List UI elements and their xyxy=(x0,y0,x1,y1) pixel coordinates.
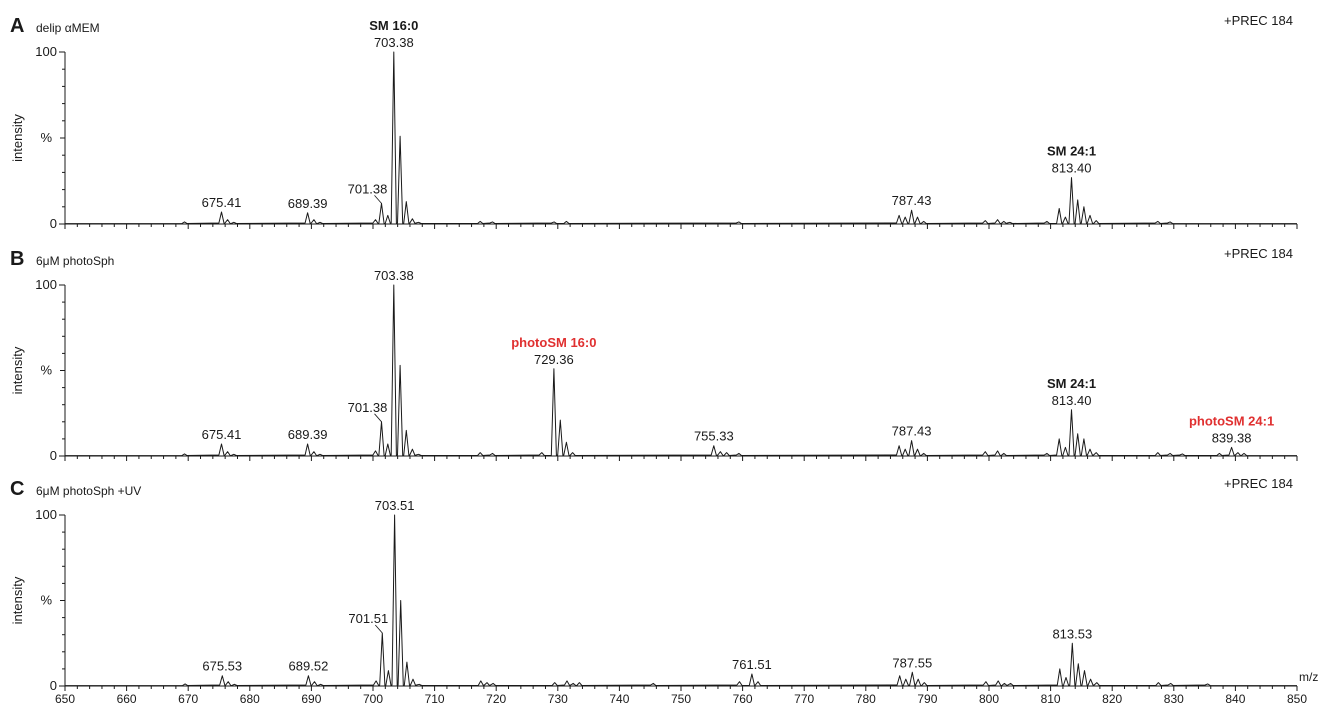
peak-value-label: 701.51 xyxy=(348,611,388,626)
peak-value-label: 689.39 xyxy=(288,427,328,442)
x-tick-label: 840 xyxy=(1225,692,1245,706)
y-tick-label: 100 xyxy=(35,277,57,292)
x-tick-label: 780 xyxy=(856,692,876,706)
x-tick-label: 850 xyxy=(1287,692,1307,706)
x-tick-label: 760 xyxy=(733,692,753,706)
panel-letter: A xyxy=(10,15,24,37)
peak-value-label: 813.53 xyxy=(1052,626,1092,641)
sample-label: 6μM photoSph xyxy=(36,254,114,268)
peak-value-label: 761.51 xyxy=(732,657,772,672)
peak-value-label: 813.40 xyxy=(1052,161,1092,176)
peak-value-label: 675.53 xyxy=(202,659,242,674)
peak-value-label: 787.43 xyxy=(892,424,932,439)
x-tick-label: 790 xyxy=(917,692,937,706)
peak-value-label: 703.38 xyxy=(374,35,414,50)
x-axis-label: m/z xyxy=(1299,670,1318,684)
x-tick-label: 820 xyxy=(1102,692,1122,706)
peak-value-label: 689.52 xyxy=(289,659,329,674)
peak-value-label: 787.55 xyxy=(892,655,932,670)
x-tick-label: 720 xyxy=(486,692,506,706)
peak-leader-line xyxy=(374,195,382,204)
panel-letter: B xyxy=(10,248,24,270)
y-axis-label: intensity xyxy=(10,114,25,162)
x-tick-label: 730 xyxy=(548,692,568,706)
peak-species-label: SM 24:1 xyxy=(1047,376,1096,391)
y-tick-label: 100 xyxy=(35,507,57,522)
peak-value-label: 701.38 xyxy=(348,181,388,196)
y-tick-label: % xyxy=(40,130,52,145)
peak-value-label: 675.41 xyxy=(202,195,242,210)
y-axis-label: intensity xyxy=(10,576,25,624)
x-tick-label: 800 xyxy=(979,692,999,706)
x-tick-label: 680 xyxy=(240,692,260,706)
scan-label: +PREC 184 xyxy=(1224,246,1293,261)
x-tick-label: 650 xyxy=(55,692,75,706)
x-tick-label: 660 xyxy=(117,692,137,706)
sample-label: 6μM photoSph +UV xyxy=(36,484,141,498)
peak-value-label: 787.43 xyxy=(892,193,932,208)
x-tick-label: 670 xyxy=(178,692,198,706)
peak-species-label: photoSM 24:1 xyxy=(1189,413,1274,428)
y-tick-label: 0 xyxy=(50,448,57,463)
x-tick-label: 770 xyxy=(794,692,814,706)
y-tick-label: 0 xyxy=(50,678,57,693)
peak-value-label: 675.41 xyxy=(202,427,242,442)
peak-value-label: 703.51 xyxy=(375,498,415,513)
peak-value-label: 729.36 xyxy=(534,352,574,367)
sample-label: delip αMEM xyxy=(36,21,100,35)
x-tick-label: 830 xyxy=(1164,692,1184,706)
peak-value-label: 813.40 xyxy=(1052,393,1092,408)
peak-leader-line xyxy=(375,624,383,634)
peak-species-label: SM 24:1 xyxy=(1047,144,1096,159)
x-tick-label: 710 xyxy=(425,692,445,706)
y-axis-label: intensity xyxy=(10,346,25,394)
peak-value-label: 839.38 xyxy=(1212,430,1252,445)
x-tick-label: 740 xyxy=(609,692,629,706)
x-tick-label: 750 xyxy=(671,692,691,706)
scan-label: +PREC 184 xyxy=(1224,13,1293,28)
spectrum-trace xyxy=(64,284,1298,457)
scan-label: +PREC 184 xyxy=(1224,476,1293,491)
y-tick-label: 100 xyxy=(35,44,57,59)
peak-species-label: photoSM 16:0 xyxy=(511,335,596,350)
x-tick-label: 810 xyxy=(1041,692,1061,706)
peak-value-label: 689.39 xyxy=(288,196,328,211)
spectrum-trace xyxy=(64,51,1298,225)
panel-letter: C xyxy=(10,478,24,500)
peak-value-label: 755.33 xyxy=(694,429,734,444)
peak-value-label: 703.38 xyxy=(374,268,414,283)
y-tick-label: % xyxy=(40,363,52,378)
peak-species-label: SM 16:0 xyxy=(369,18,418,33)
x-tick-label: 700 xyxy=(363,692,383,706)
y-tick-label: % xyxy=(40,593,52,608)
spectrum-trace xyxy=(64,514,1298,687)
x-tick-label: 690 xyxy=(301,692,321,706)
peak-leader-line xyxy=(374,413,382,423)
y-tick-label: 0 xyxy=(50,216,57,231)
peak-value-label: 701.38 xyxy=(348,400,388,415)
